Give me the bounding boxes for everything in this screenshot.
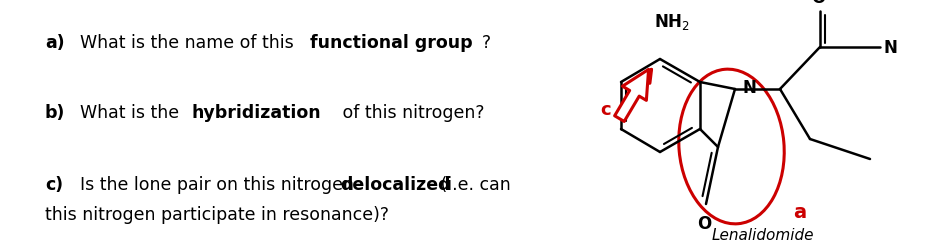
- Text: N: N: [884, 39, 898, 57]
- Text: this nitrogen participate in resonance)?: this nitrogen participate in resonance)?: [45, 205, 389, 223]
- Text: What is the: What is the: [80, 104, 185, 122]
- Text: What is the name of this: What is the name of this: [80, 34, 300, 52]
- Text: (i.e. can: (i.e. can: [435, 175, 511, 193]
- Text: hybridization: hybridization: [192, 104, 321, 122]
- Text: Lenalidomide: Lenalidomide: [712, 227, 814, 242]
- Text: c): c): [45, 175, 64, 193]
- Text: c: c: [601, 100, 611, 118]
- Text: O: O: [811, 0, 825, 7]
- Text: a: a: [793, 203, 807, 222]
- Text: a): a): [45, 34, 64, 52]
- Text: O: O: [697, 214, 711, 232]
- Text: Is the lone pair on this nitrogen: Is the lone pair on this nitrogen: [80, 175, 359, 193]
- Text: NH$_2$: NH$_2$: [654, 12, 690, 32]
- Text: N: N: [743, 79, 757, 96]
- FancyArrowPatch shape: [614, 70, 648, 122]
- Text: functional group: functional group: [310, 34, 473, 52]
- Text: delocalized: delocalized: [340, 175, 450, 193]
- Text: ?: ?: [482, 34, 491, 52]
- Text: of this nitrogen?: of this nitrogen?: [337, 104, 484, 122]
- Text: b): b): [45, 104, 65, 122]
